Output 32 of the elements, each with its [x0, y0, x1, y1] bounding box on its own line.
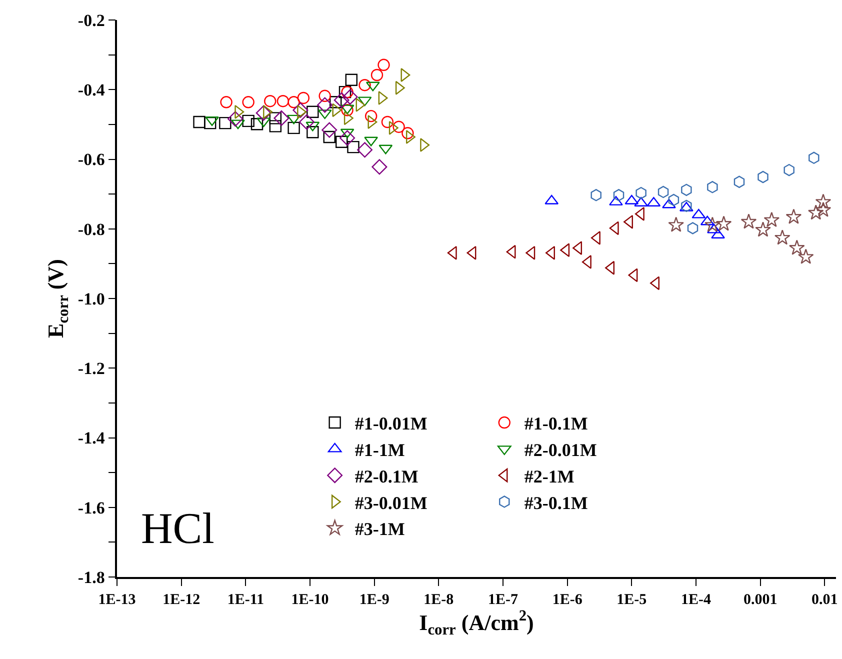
- legend-label: #1-0.1M: [524, 414, 588, 434]
- x-axis-title: I$_{corr}$ (A/cm$^{2}$): [419, 608, 534, 639]
- x-tick-label: 0.001: [743, 592, 778, 608]
- legend-label: #1-0.01M: [354, 414, 428, 434]
- y-tick-label: -1.2: [78, 359, 105, 378]
- y-tick-label: -0.6: [78, 150, 105, 170]
- x-tick-label: 1E-7: [488, 592, 518, 608]
- y-tick-label: -0.8: [78, 220, 105, 239]
- x-tick-label: 1E-11: [227, 592, 264, 608]
- legend-label: #3-0.01M: [354, 492, 428, 513]
- x-tick-label: 0.01: [812, 592, 838, 608]
- legend-label: #3-1M: [354, 519, 405, 540]
- legend-label: #1-1M: [354, 440, 405, 460]
- legend-label: #2-1M: [524, 466, 574, 486]
- y-tick-label: -1.6: [78, 498, 105, 518]
- x-tick-label: 1E-13: [98, 592, 136, 608]
- x-tick-label: 1E-12: [162, 592, 200, 608]
- y-tick-label: -1.8: [78, 568, 105, 587]
- y-tick-label: -1.4: [78, 428, 106, 448]
- x-tick-label: 1E-9: [359, 592, 390, 608]
- y-tick-label: -0.2: [78, 10, 105, 30]
- y-tick-label: -1.0: [78, 289, 105, 308]
- x-tick-label: 1E-4: [681, 592, 712, 608]
- y-tick-label: -0.4: [78, 80, 106, 100]
- legend-label: #2-0.1M: [354, 466, 418, 486]
- x-tick-label: 1E-5: [616, 592, 647, 608]
- x-tick-label: 1E-10: [291, 592, 329, 608]
- legend-label: #2-0.01M: [524, 440, 597, 460]
- x-tick-label: 1E-6: [552, 592, 583, 608]
- x-tick-label: 1E-8: [424, 592, 454, 608]
- legend-label: #3-0.1M: [524, 492, 588, 513]
- annotation: HCl: [141, 504, 214, 553]
